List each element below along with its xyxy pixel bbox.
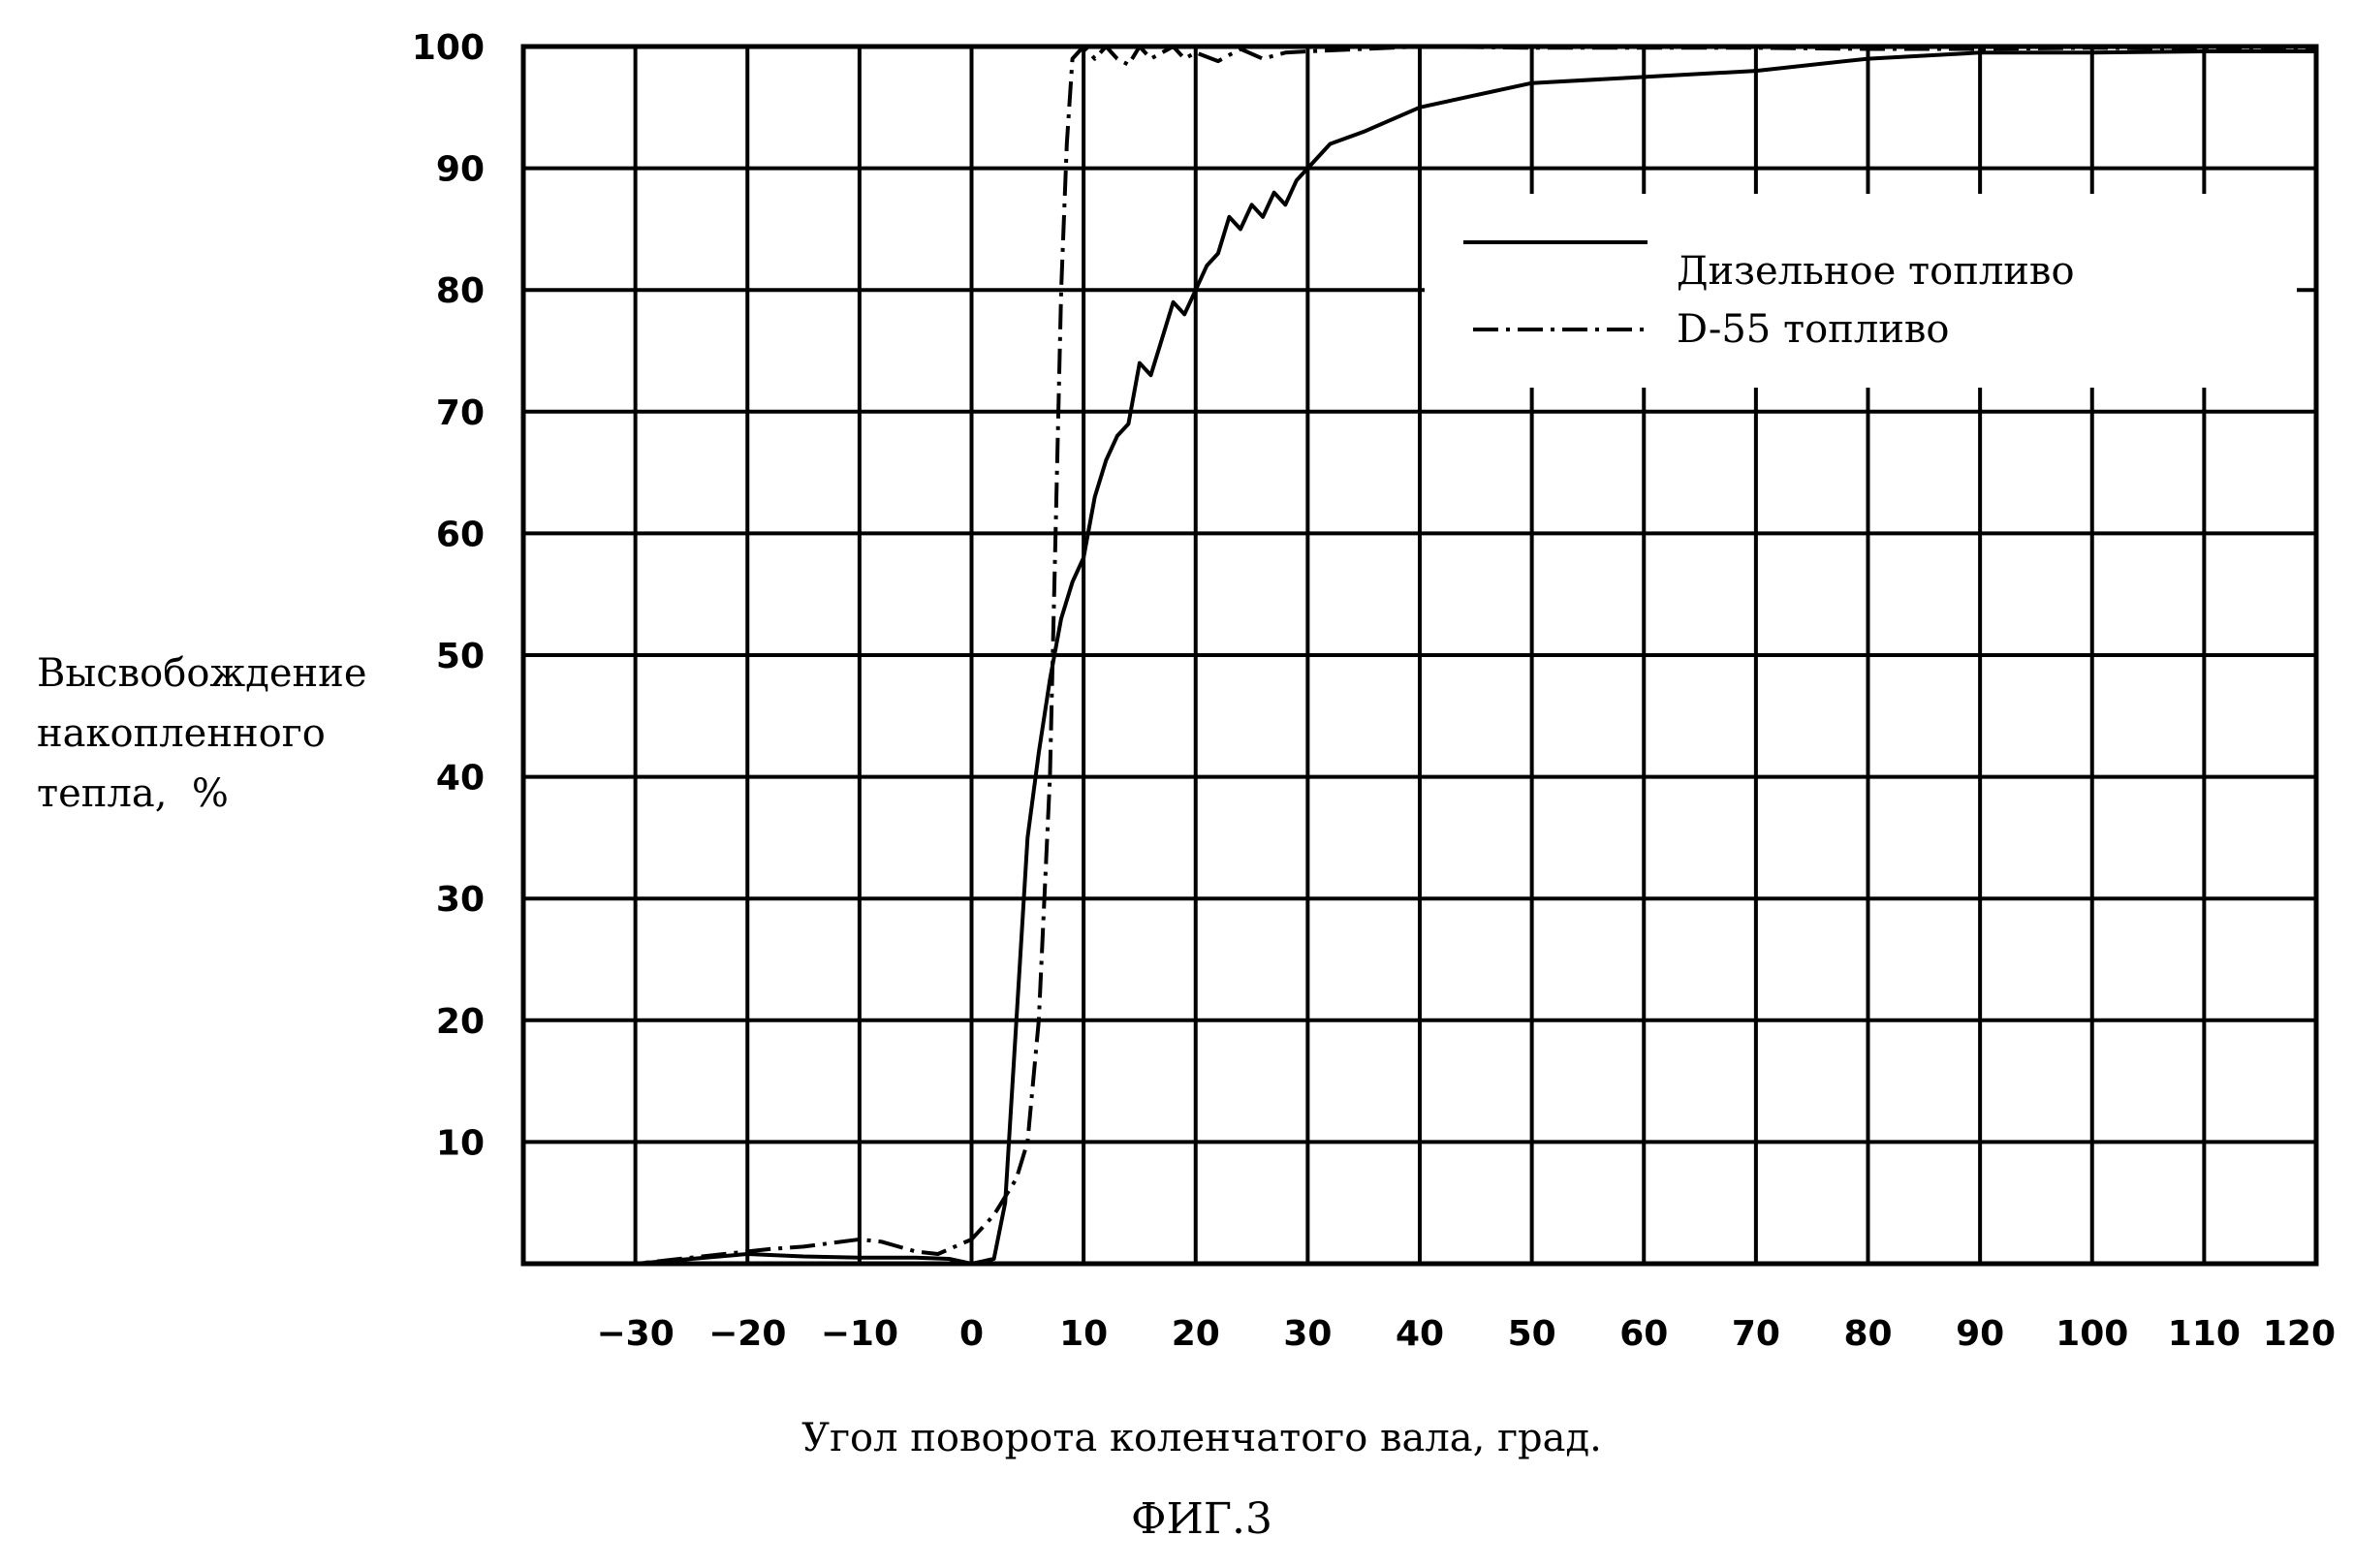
x-tick-label: 90: [1956, 1314, 2004, 1354]
y-axis-label: Высвобождение накопленного тепла, %: [37, 651, 379, 816]
x-tick-label: 30: [1283, 1314, 1332, 1354]
x-tick-label: 20: [1172, 1314, 1220, 1354]
y-tick-labels: 10 20 30 40 50 60 70 80 90 100: [412, 28, 485, 1163]
y-axis-label-line-2: накопленного: [37, 711, 326, 756]
x-tick-label: 110: [2168, 1314, 2241, 1354]
legend: Дизельное топливо D-55 топливо: [1425, 194, 2297, 388]
x-tick-label: 70: [1732, 1314, 1780, 1354]
x-tick-label: 0: [959, 1314, 984, 1354]
x-tick-label: −10: [821, 1314, 898, 1354]
y-tick-label: 50: [436, 637, 485, 676]
y-tick-label: 100: [412, 28, 485, 68]
y-tick-label: 30: [436, 880, 485, 920]
y-tick-label: 80: [436, 271, 485, 311]
y-tick-label: 90: [436, 150, 485, 190]
y-tick-label: 20: [436, 1002, 485, 1042]
x-tick-label: −20: [708, 1314, 786, 1354]
legend-label-d55: D-55 топливо: [1677, 307, 1949, 352]
legend-label-diesel: Дизельное топливо: [1677, 249, 2075, 294]
legend-box: [1425, 194, 2297, 388]
x-tick-label: 120: [2263, 1314, 2336, 1354]
x-tick-labels: −30 −20 −10 0 10 20 30 40 50 60 70 80 90 100 110 120: [596, 1314, 2336, 1354]
y-axis-label-line-1: Высвобождение: [37, 651, 367, 696]
x-tick-label: 60: [1619, 1314, 1668, 1354]
x-tick-label: 40: [1396, 1314, 1444, 1354]
x-tick-label: 10: [1059, 1314, 1108, 1354]
plot-frame: [520, 44, 2319, 1267]
y-tick-label: 70: [436, 393, 485, 433]
x-tick-label: 80: [1843, 1314, 1892, 1354]
x-tick-label: 50: [1508, 1314, 1556, 1354]
x-axis-label: Угол поворота коленчатого вала, град.: [801, 1416, 1602, 1460]
y-tick-label: 60: [436, 515, 485, 554]
x-tick-label: 100: [2056, 1314, 2128, 1354]
y-tick-label: 40: [436, 759, 485, 799]
y-tick-label: 10: [436, 1123, 485, 1163]
y-axis-label-line-3: тепла, %: [37, 771, 229, 816]
x-tick-label: −30: [596, 1314, 674, 1354]
figure-caption: ФИГ.3: [1131, 1494, 1272, 1544]
